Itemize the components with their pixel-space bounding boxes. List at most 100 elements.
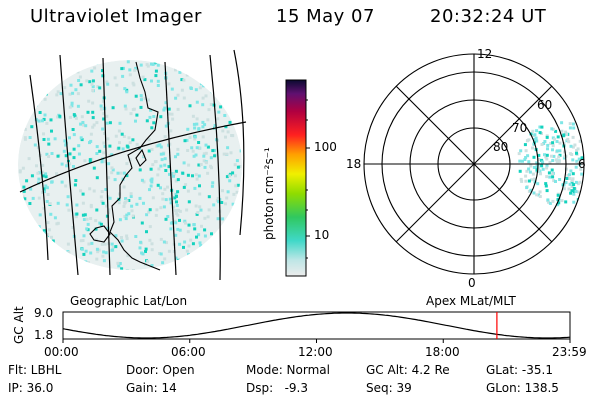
emission-pixel bbox=[173, 196, 177, 200]
emission-pixel bbox=[229, 67, 233, 71]
emission-pixel bbox=[139, 98, 143, 102]
emission-pixel bbox=[50, 180, 54, 184]
emission-pixel bbox=[228, 174, 232, 178]
emission-pixel bbox=[84, 265, 87, 269]
emission-pixel bbox=[60, 180, 64, 184]
emission-pixel bbox=[595, 156, 598, 159]
emission-pixel bbox=[217, 200, 221, 204]
emission-pixel bbox=[187, 223, 191, 227]
emission-pixel bbox=[222, 152, 226, 156]
emission-pixel bbox=[157, 167, 161, 171]
emission-pixel bbox=[212, 203, 216, 207]
emission-pixel bbox=[82, 265, 86, 269]
emission-pixel bbox=[93, 66, 97, 70]
emission-pixel bbox=[27, 157, 31, 161]
emission-pixel bbox=[144, 247, 148, 251]
emission-pixel bbox=[172, 174, 175, 178]
emission-pixel bbox=[178, 242, 182, 246]
emission-pixel bbox=[189, 238, 193, 242]
emission-pixel bbox=[96, 85, 100, 89]
emission-pixel bbox=[192, 122, 196, 126]
emission-pixel bbox=[133, 68, 137, 72]
emission-pixel bbox=[592, 185, 595, 188]
emission-pixel bbox=[85, 217, 89, 221]
emission-pixel bbox=[234, 256, 238, 260]
altitude-xtick-2359: 23:59 bbox=[552, 345, 587, 359]
emission-pixel bbox=[64, 260, 68, 264]
emission-pixel bbox=[63, 86, 67, 90]
emission-pixel bbox=[165, 241, 168, 245]
emission-pixel bbox=[567, 187, 571, 191]
emission-pixel bbox=[196, 257, 200, 261]
emission-pixel bbox=[182, 262, 186, 266]
emission-pixel bbox=[23, 197, 27, 201]
emission-pixel bbox=[44, 92, 48, 96]
emission-pixel bbox=[72, 133, 76, 137]
emission-pixel bbox=[569, 191, 573, 195]
emission-pixel bbox=[564, 200, 568, 204]
emission-pixel bbox=[93, 61, 96, 65]
emission-pixel bbox=[45, 152, 49, 156]
emission-pixel bbox=[519, 149, 523, 153]
emission-pixel bbox=[577, 190, 581, 194]
emission-pixel bbox=[198, 205, 202, 209]
emission-pixel bbox=[170, 112, 174, 116]
emission-pixel bbox=[98, 149, 102, 153]
emission-pixel bbox=[547, 171, 551, 175]
emission-pixel bbox=[226, 146, 230, 150]
emission-pixel bbox=[204, 94, 208, 98]
emission-pixel bbox=[199, 82, 203, 86]
emission-pixel bbox=[222, 239, 226, 243]
emission-pixel bbox=[531, 146, 534, 150]
altitude-axis-label: GC Alt bbox=[12, 306, 26, 344]
emission-pixel bbox=[102, 112, 106, 116]
emission-pixel bbox=[524, 149, 528, 153]
emission-pixel bbox=[186, 127, 190, 131]
emission-pixel bbox=[36, 171, 40, 175]
emission-pixel bbox=[527, 167, 531, 171]
emission-pixel bbox=[45, 86, 49, 90]
emission-pixel bbox=[140, 221, 144, 225]
emission-pixel bbox=[591, 181, 594, 184]
emission-pixel bbox=[18, 62, 22, 66]
emission-pixel bbox=[126, 60, 130, 64]
emission-pixel bbox=[94, 219, 98, 223]
emission-pixel bbox=[203, 234, 207, 238]
emission-pixel bbox=[204, 248, 207, 251]
emission-pixel bbox=[34, 246, 38, 250]
emission-pixel bbox=[572, 192, 576, 196]
emission-pixel bbox=[100, 199, 104, 203]
emission-pixel bbox=[204, 161, 208, 165]
emission-pixel bbox=[595, 149, 598, 152]
emission-pixel bbox=[585, 155, 588, 158]
emission-pixel bbox=[150, 180, 154, 184]
emission-pixel bbox=[25, 263, 28, 267]
emission-pixel bbox=[64, 184, 68, 188]
emission-pixel bbox=[37, 119, 41, 123]
emission-pixel bbox=[139, 240, 143, 244]
emission-pixel bbox=[138, 168, 142, 172]
altitude-xtick-0000: 00:00 bbox=[44, 345, 79, 359]
emission-pixel bbox=[81, 121, 85, 124]
emission-pixel bbox=[158, 143, 162, 147]
emission-pixel bbox=[122, 204, 126, 208]
emission-pixel bbox=[568, 182, 572, 186]
emission-pixel bbox=[54, 264, 57, 268]
emission-pixel bbox=[91, 79, 95, 83]
emission-pixel bbox=[572, 126, 576, 130]
emission-pixel bbox=[28, 250, 32, 254]
emission-pixel bbox=[139, 94, 143, 98]
emission-pixel bbox=[556, 203, 560, 207]
emission-pixel bbox=[107, 208, 111, 212]
emission-pixel bbox=[55, 222, 59, 226]
emission-pixel bbox=[114, 234, 118, 238]
emission-pixel bbox=[564, 181, 568, 185]
emission-pixel bbox=[535, 193, 539, 197]
emission-pixel bbox=[548, 201, 552, 205]
emission-pixel bbox=[145, 230, 148, 234]
emission-pixel bbox=[223, 114, 227, 117]
colorbar-ticks bbox=[306, 99, 310, 259]
emission-pixel bbox=[233, 101, 237, 105]
emission-pixel bbox=[60, 264, 64, 268]
emission-pixel bbox=[215, 61, 219, 65]
